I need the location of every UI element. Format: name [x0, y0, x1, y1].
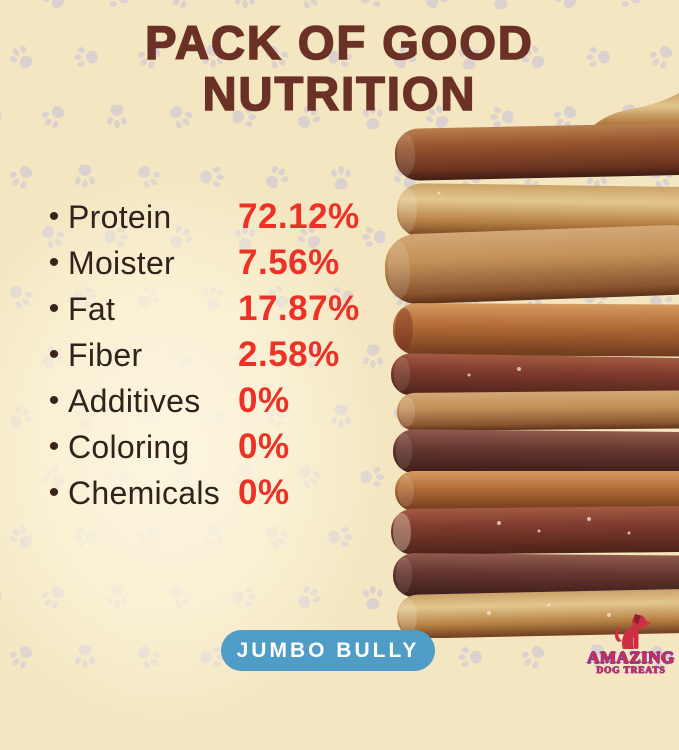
paw-print-icon — [104, 0, 130, 10]
list-item: • Protein 72.12% — [40, 194, 380, 240]
bullet-icon: • — [40, 386, 68, 416]
nutrition-value: 0% — [238, 381, 290, 421]
page-title: PACK OF GOOD NUTRITION — [0, 18, 679, 120]
paw-print-icon — [0, 0, 2, 10]
list-item: • Fat 17.87% — [40, 286, 380, 332]
sitting-dog-icon — [610, 611, 652, 651]
stick — [391, 506, 679, 555]
brand-tagline: DOG TREATS — [585, 666, 677, 677]
list-item: • Additives 0% — [40, 378, 380, 424]
bullet-icon: • — [40, 432, 68, 462]
stick — [384, 224, 679, 305]
paw-print-icon — [424, 0, 450, 10]
list-item: • Moister 7.56% — [40, 240, 380, 286]
paw-print-icon — [40, 0, 66, 10]
nutrition-label: Additives — [68, 383, 238, 420]
brand-name: AMAZING — [585, 649, 677, 666]
list-item: • Chemicals 0% — [40, 470, 380, 516]
bully-sticks-photo — [379, 93, 679, 638]
nutrition-value: 0% — [238, 427, 290, 467]
nutrition-label: Chemicals — [68, 475, 238, 512]
nutrition-label: Fiber — [68, 337, 238, 374]
paw-print-icon — [232, 0, 258, 10]
nutrition-value: 0% — [238, 473, 290, 513]
nutrition-value: 72.12% — [238, 197, 360, 237]
stick — [397, 390, 679, 431]
paw-print-icon — [456, 644, 482, 670]
nutrition-value: 7.56% — [238, 243, 340, 283]
stick — [394, 123, 679, 181]
title-line-1: PACK OF GOOD — [0, 18, 679, 69]
brand-logo: AMAZING DOG TREATS — [585, 611, 677, 677]
bullet-icon: • — [40, 340, 68, 370]
bullet-icon: • — [40, 248, 68, 278]
list-item: • Coloring 0% — [40, 424, 380, 470]
stick — [395, 471, 679, 511]
paw-print-icon — [168, 0, 194, 10]
jumbo-bully-badge[interactable]: JUMBO BULLY — [221, 630, 435, 671]
paw-print-icon — [360, 0, 386, 10]
nutrition-value: 17.87% — [238, 289, 360, 329]
paw-print-icon — [296, 0, 322, 10]
nutrition-label: Moister — [68, 245, 238, 282]
title-line-2: NUTRITION — [0, 69, 679, 120]
bullet-icon: • — [40, 294, 68, 324]
nutrition-label: Protein — [68, 199, 238, 236]
paw-print-icon — [552, 0, 578, 10]
bullet-icon: • — [40, 478, 68, 508]
paw-print-icon — [616, 0, 642, 10]
page-root: { "title": { "line1": "PACK OF GOOD", "l… — [0, 0, 679, 679]
stick — [393, 303, 679, 357]
paw-print-icon — [328, 164, 354, 190]
list-item: • Fiber 2.58% — [40, 332, 380, 378]
paw-print-icon — [520, 644, 546, 670]
paw-print-icon — [488, 0, 514, 10]
nutrition-label: Coloring — [68, 429, 238, 466]
paw-print-icon — [8, 164, 34, 190]
nutrition-list: • Protein 72.12% • Moister 7.56% • Fat 1… — [40, 194, 380, 516]
stick — [393, 429, 679, 476]
nutrition-value: 2.58% — [238, 335, 340, 375]
bullet-icon: • — [40, 202, 68, 232]
nutrition-label: Fat — [68, 291, 238, 328]
